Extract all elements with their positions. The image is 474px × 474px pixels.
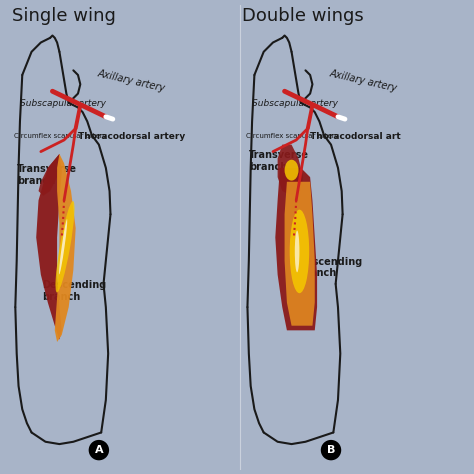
Polygon shape	[36, 154, 62, 340]
Polygon shape	[278, 145, 303, 196]
Text: Single wing: Single wing	[12, 7, 116, 25]
Polygon shape	[38, 154, 59, 196]
Text: Descending
branch: Descending branch	[299, 257, 363, 278]
Ellipse shape	[295, 230, 300, 272]
Text: Subscapular artery: Subscapular artery	[252, 99, 338, 108]
Text: Circumflex scapular artery: Circumflex scapular artery	[14, 133, 107, 139]
Ellipse shape	[55, 201, 74, 292]
Polygon shape	[55, 154, 76, 342]
Circle shape	[321, 440, 341, 460]
Text: Circumflex scapular artery: Circumflex scapular artery	[246, 133, 339, 139]
Text: Double wings: Double wings	[242, 7, 364, 25]
Text: A: A	[95, 445, 103, 455]
Polygon shape	[275, 168, 317, 330]
Text: Axillary artery: Axillary artery	[328, 68, 398, 93]
Circle shape	[89, 440, 109, 460]
Ellipse shape	[284, 160, 299, 181]
Text: Descending
branch: Descending branch	[42, 280, 106, 301]
Text: Transverse
branch: Transverse branch	[17, 164, 77, 186]
Ellipse shape	[59, 219, 67, 274]
Text: Thoracodorsal artery: Thoracodorsal artery	[78, 132, 185, 141]
Text: Axillary artery: Axillary artery	[97, 68, 166, 93]
Text: Subscapular artery: Subscapular artery	[20, 99, 106, 108]
Text: B: B	[327, 445, 335, 455]
Ellipse shape	[290, 210, 309, 293]
Text: Transverse
branch: Transverse branch	[249, 150, 309, 172]
Polygon shape	[284, 182, 315, 326]
Text: Thoracodorsal art: Thoracodorsal art	[310, 132, 401, 141]
